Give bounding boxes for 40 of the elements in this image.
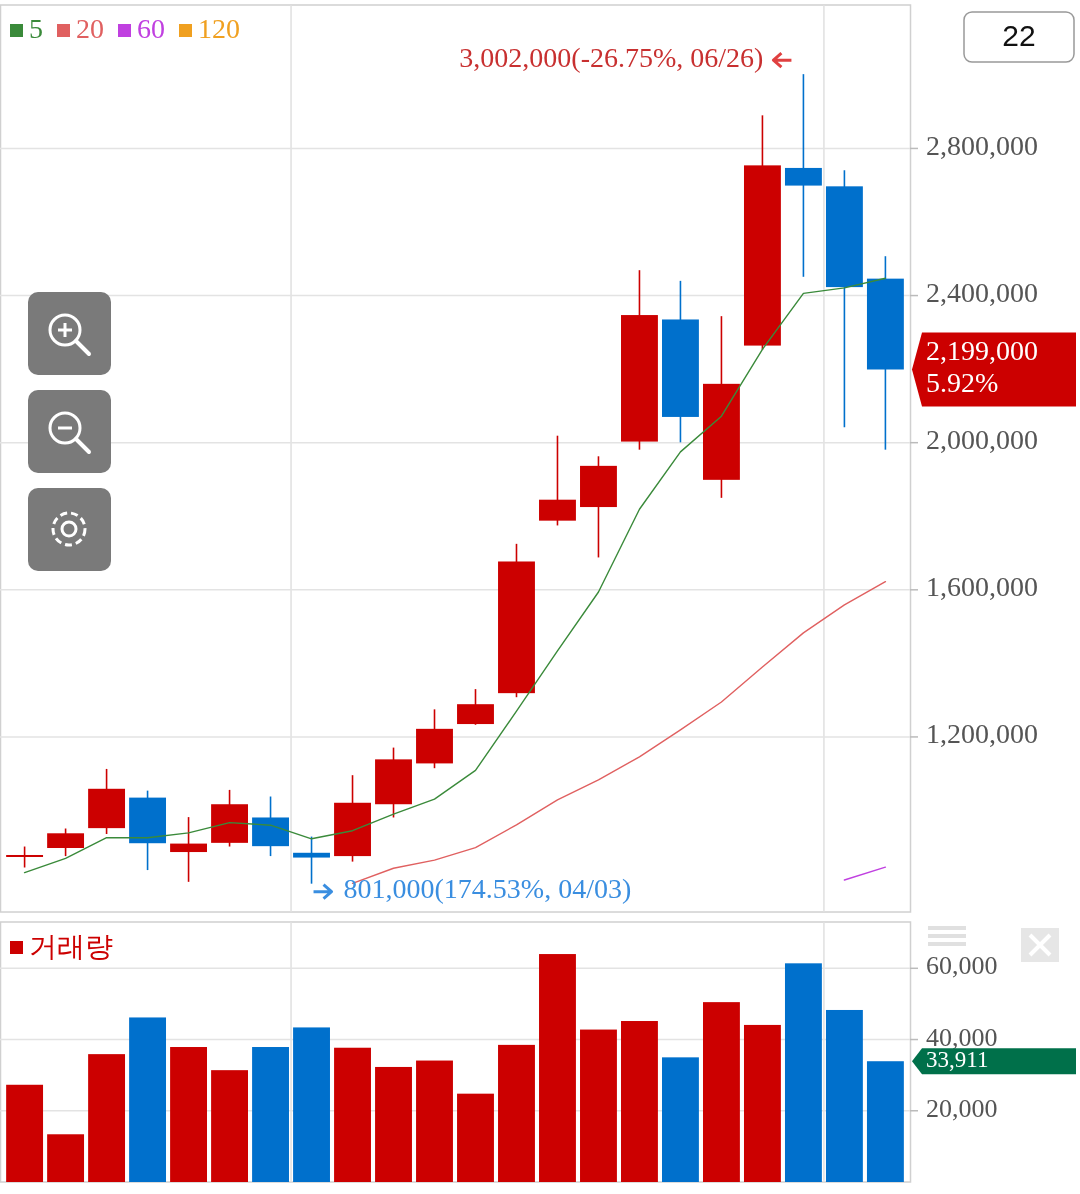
bar	[825, 1009, 863, 1182]
annotation: 801,000(174.53%, 04/03)	[343, 873, 632, 905]
bar	[743, 1024, 781, 1182]
bar	[293, 1027, 330, 1182]
bar	[47, 1134, 85, 1182]
bar	[498, 1044, 535, 1182]
bar	[621, 1021, 658, 1182]
bar	[334, 1047, 371, 1182]
bar	[252, 1047, 289, 1182]
y-tick-label: 20,000	[926, 1093, 998, 1123]
bar	[6, 1084, 44, 1182]
bar	[539, 954, 576, 1182]
legend-label: 20	[76, 13, 104, 45]
legend-label: 거래량	[29, 931, 113, 963]
annotation: 3,002,000(-26.75%, 06/26)	[459, 41, 764, 73]
y-tick-label: 1,200,000	[926, 718, 1038, 750]
legend-label: 120	[198, 13, 240, 45]
legend-label: 60	[137, 13, 165, 45]
y-tick-label: 40,000	[926, 1022, 998, 1052]
y-tick-label: 2,400,000	[926, 276, 1038, 308]
bar	[662, 1057, 699, 1182]
bar	[866, 1061, 904, 1182]
bar	[375, 1066, 412, 1182]
line-series	[23, 277, 887, 874]
bar	[703, 1002, 740, 1182]
bar	[580, 1029, 617, 1182]
y-tick-label: 2,800,000	[926, 129, 1038, 161]
period-box: 22	[963, 11, 1075, 63]
y-tick-label: 1,600,000	[926, 571, 1038, 603]
bar	[170, 1047, 207, 1182]
y-tick-label: 2,000,000	[926, 424, 1038, 456]
bar	[457, 1093, 494, 1182]
bar	[88, 1054, 126, 1182]
bar	[211, 1070, 248, 1182]
text: 2,199,000 5.92%	[926, 334, 1038, 398]
bar	[416, 1060, 453, 1182]
bar	[784, 963, 822, 1182]
bar	[129, 1017, 167, 1182]
y-tick-label: 60,000	[926, 951, 998, 981]
legend-label: 5	[29, 13, 43, 45]
